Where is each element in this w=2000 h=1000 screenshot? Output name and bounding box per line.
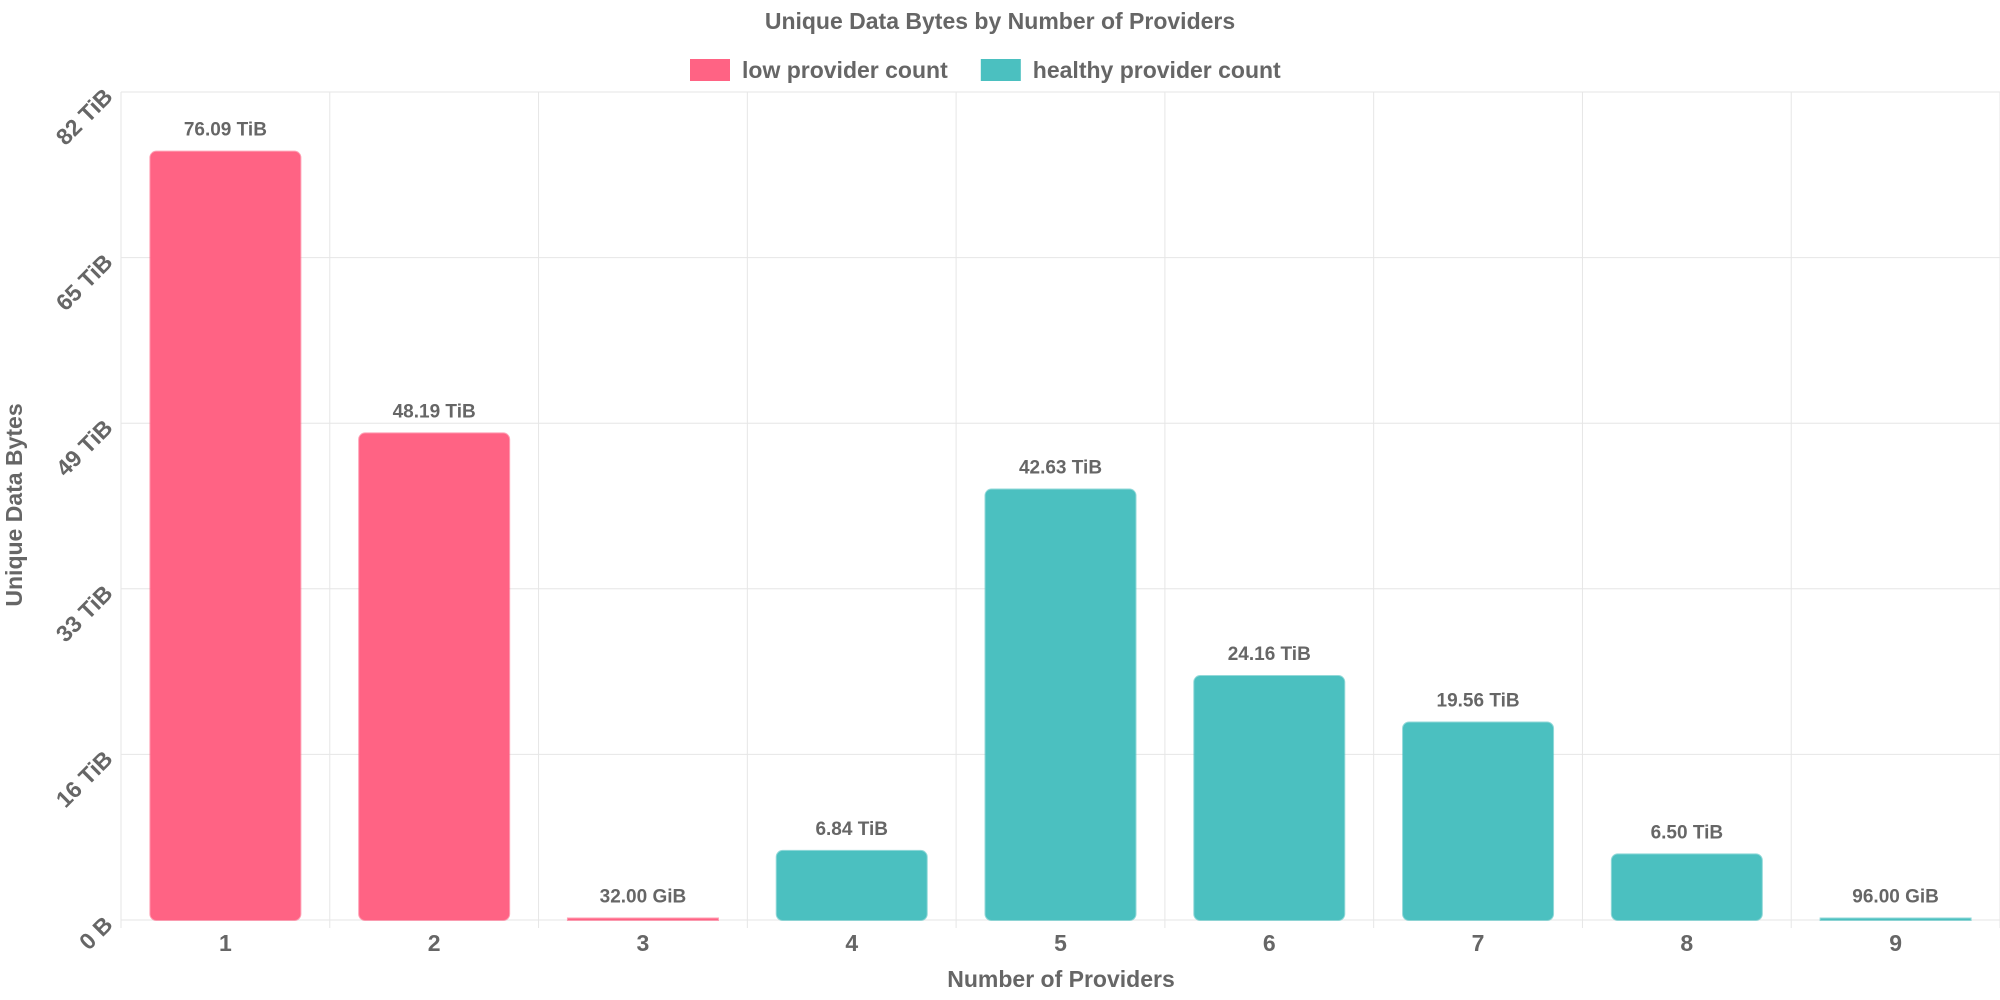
legend-label-low[interactable]: low provider count: [742, 57, 948, 83]
bar-9[interactable]: [1819, 917, 1972, 921]
y-tick-label: 16 TiB: [51, 746, 118, 813]
x-tick-label: 2: [428, 930, 441, 956]
legend-swatch-low[interactable]: [690, 59, 730, 81]
y-axis-ticks: 0 B 16 TiB 33 TiB 49 TiB 65 TiB 82 TiB: [51, 83, 118, 955]
bar-8[interactable]: [1610, 853, 1763, 921]
y-tick-label: 49 TiB: [51, 414, 118, 481]
bar-5[interactable]: [984, 488, 1137, 921]
data-label-1: 76.09 TiB: [184, 120, 267, 141]
data-label-5: 42.63 TiB: [1019, 458, 1102, 479]
y-tick-label: 0 B: [74, 911, 118, 955]
bars: [149, 150, 1972, 922]
bar-4[interactable]: [775, 849, 928, 921]
data-label-7: 19.56 TiB: [1437, 690, 1520, 711]
bar-3[interactable]: [566, 917, 719, 921]
data-label-8: 6.50 TiB: [1651, 822, 1724, 843]
x-tick-label: 7: [1472, 930, 1485, 956]
x-tick-label: 3: [637, 930, 650, 956]
bar-1[interactable]: [149, 150, 302, 922]
legend: low provider count healthy provider count: [690, 57, 1281, 83]
x-tick-label: 8: [1680, 930, 1693, 956]
y-tick-label: 33 TiB: [51, 580, 118, 647]
x-tick-label: 9: [1889, 930, 1902, 956]
y-axis-title: Unique Data Bytes: [1, 403, 27, 606]
bar-7[interactable]: [1402, 721, 1555, 921]
bar-2[interactable]: [358, 432, 511, 921]
legend-swatch-healthy[interactable]: [980, 59, 1021, 81]
y-tick-label: 65 TiB: [51, 249, 118, 316]
data-labels: 76.09 TiB 48.19 TiB 32.00 GiB 6.84 TiB 42.63…: [184, 120, 1939, 908]
x-axis-ticks: 1 2 3 4 5 6 7 8 9: [219, 930, 1902, 956]
bar-6[interactable]: [1193, 675, 1346, 921]
data-label-3: 32.00 GiB: [600, 887, 687, 908]
chart-title: Unique Data Bytes by Number of Providers: [765, 8, 1235, 34]
data-label-6: 24.16 TiB: [1228, 644, 1311, 665]
data-label-2: 48.19 TiB: [393, 401, 476, 422]
x-tick-label: 5: [1054, 930, 1067, 956]
data-label-4: 6.84 TiB: [815, 819, 888, 840]
x-tick-label: 4: [845, 930, 858, 956]
x-axis-title: Number of Providers: [947, 966, 1175, 992]
x-tick-label: 6: [1263, 930, 1276, 956]
data-label-9: 96.00 GiB: [1852, 887, 1939, 908]
x-tick-label: 1: [219, 930, 232, 956]
y-tick-label: 82 TiB: [51, 83, 118, 150]
legend-label-healthy[interactable]: healthy provider count: [1033, 57, 1281, 83]
